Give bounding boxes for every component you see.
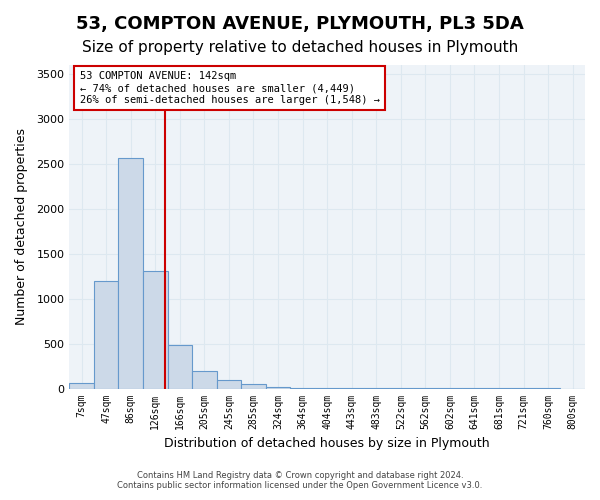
Y-axis label: Number of detached properties: Number of detached properties [15, 128, 28, 326]
Bar [118, 158, 143, 388]
Text: Contains HM Land Registry data © Crown copyright and database right 2024.
Contai: Contains HM Land Registry data © Crown c… [118, 470, 482, 490]
Bar [266, 387, 290, 388]
Bar [143, 271, 167, 388]
Bar [70, 383, 94, 388]
Text: 53, COMPTON AVENUE, PLYMOUTH, PL3 5DA: 53, COMPTON AVENUE, PLYMOUTH, PL3 5DA [76, 15, 524, 33]
Text: 53 COMPTON AVENUE: 142sqm
← 74% of detached houses are smaller (4,449)
26% of se: 53 COMPTON AVENUE: 142sqm ← 74% of detac… [80, 72, 380, 104]
Bar [241, 384, 266, 388]
Text: Size of property relative to detached houses in Plymouth: Size of property relative to detached ho… [82, 40, 518, 55]
Bar [167, 344, 192, 389]
Bar [94, 280, 118, 388]
Bar [217, 380, 241, 388]
Bar [192, 370, 217, 388]
X-axis label: Distribution of detached houses by size in Plymouth: Distribution of detached houses by size … [164, 437, 490, 450]
